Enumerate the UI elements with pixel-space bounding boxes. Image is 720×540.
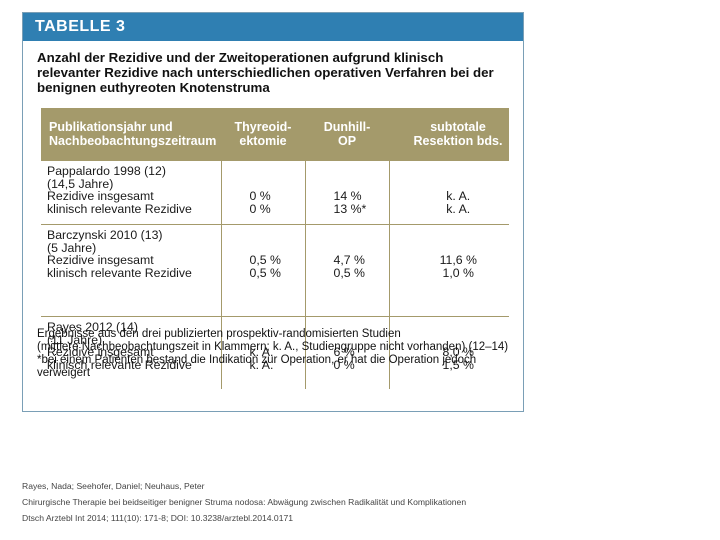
table-header-row: Publikationsjahr und Nachbeobachtungszei… <box>41 108 509 161</box>
row-label: klinisch relevante Rezidive <box>47 265 192 280</box>
row-label: Rezidive insgesamt <box>47 253 154 267</box>
study-cell: Barczynski 2010 (13) (5 Jahre) Rezidive … <box>41 224 221 317</box>
study-followup: (5 Jahre) <box>47 240 97 255</box>
table-row: Rayes 2012 (14) (11 Jahre) Rezidive insg… <box>41 316 509 389</box>
figure-label: TABELLE 3 <box>23 13 523 41</box>
table-row: Pappalardo 1998 (12) (14,5 Jahre) Rezidi… <box>41 160 509 225</box>
figure-title: Anzahl der Rezidive und der Zweitoperati… <box>37 50 507 95</box>
citation-authors: Rayes, Nada; Seehofer, Daniel; Neuhaus, … <box>22 481 205 491</box>
row-label: Rezidive insgesamt <box>47 189 154 203</box>
study-followup: (11 Jahre) <box>47 332 103 347</box>
study-name: Pappalardo 1998 (12) <box>47 164 166 178</box>
recurrence-table: Publikationsjahr und Nachbeobachtungszei… <box>41 108 509 389</box>
column-header-publication: Publikationsjahr und Nachbeobachtungszei… <box>41 108 221 161</box>
thyreoidektomie-cell: 0 % 0 % <box>220 160 305 225</box>
citation-title: Chirurgische Therapie bei beidseitiger b… <box>22 497 467 507</box>
study-followup: (14,5 Jahre) <box>47 176 114 191</box>
dunhill-cell: 4,7 % 0,5 % <box>304 224 389 317</box>
subtotal-cell: k. A. k. A. <box>388 160 509 225</box>
table-row: Barczynski 2010 (13) (5 Jahre) Rezidive … <box>41 224 509 317</box>
footnote-line: (mittlere Nachbeobachtungszeit in Klamme… <box>37 341 509 353</box>
subtotal-cell: 8,0 % 1,5 % <box>388 316 509 389</box>
column-header-dunhill: Dunhill- OP <box>305 108 389 161</box>
citation: Rayes, Nada; Seehofer, Daniel; Neuhaus, … <box>22 478 712 526</box>
thyreoidektomie-cell: k. A. k. A. <box>220 316 305 389</box>
study-cell: Pappalardo 1998 (12) (14,5 Jahre) Rezidi… <box>41 160 221 225</box>
figure-title-line: Anzahl der Rezidive und der Zweitoperati… <box>37 50 444 65</box>
citation-source: Dtsch Arztebl Int 2014; 111(10): 171-8; … <box>22 513 294 523</box>
thyreoidektomie-cell: 0,5 % 0,5 % <box>220 224 305 317</box>
figure-title-line: benignen euthyreoten Knotenstruma <box>37 80 270 95</box>
dunhill-cell: 6 % 0 % <box>304 316 389 389</box>
figure-footnote: Ergebnisse aus den drei publizierten pro… <box>37 328 519 380</box>
row-label: klinisch relevante Rezidive <box>47 201 192 216</box>
figure-title-line: relevanter Rezidive nach unterschiedlich… <box>37 65 494 80</box>
table-figure: TABELLE 3 Anzahl der Rezidive und der Zw… <box>22 12 524 412</box>
column-header-subtotal: subtotale Resektion bds. <box>389 108 509 161</box>
dunhill-cell: 14 % 13 %* <box>304 160 389 225</box>
footnote-line: *bei einem Patienten bestand die Indikat… <box>37 354 477 379</box>
row-label: Rezidive insgesamt <box>47 345 154 359</box>
study-name: Rayes 2012 (14) <box>47 320 138 334</box>
study-name: Barczynski 2010 (13) <box>47 228 163 242</box>
row-label: klinisch relevante Rezidive <box>47 357 192 372</box>
study-cell: Rayes 2012 (14) (11 Jahre) Rezidive insg… <box>41 316 221 389</box>
subtotal-cell: 11,6 % 1,0 % <box>388 224 509 317</box>
footnote-line: Ergebnisse aus den drei publizierten pro… <box>37 328 401 340</box>
column-header-thyreoidektomie: Thyreoid- ektomie <box>221 108 305 161</box>
